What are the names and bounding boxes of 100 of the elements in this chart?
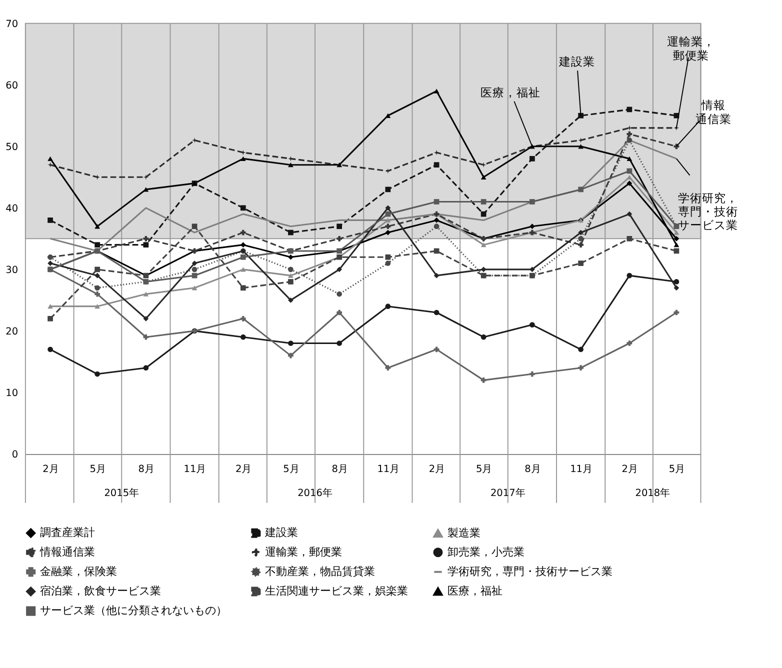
point [480,334,486,340]
point [48,218,53,223]
point [385,365,391,371]
x-tick-label: 11月 [377,464,400,476]
point [434,199,440,204]
point [143,242,149,248]
x-tick-label: 5月 [476,464,492,476]
point [626,180,632,186]
point [143,174,149,180]
point [288,266,294,272]
point [385,113,391,118]
point [578,260,584,266]
x2-tick-label: 2018年 [635,487,670,500]
y-tick-label: 60 [6,80,18,92]
point [626,272,632,278]
point [192,286,198,290]
point [94,174,100,180]
x-tick-label: 5月 [90,464,106,476]
point [530,371,535,377]
point [434,218,440,223]
point [385,168,391,174]
point [434,150,440,156]
point [336,224,342,230]
point [336,236,342,242]
y-tick-label: 40 [6,203,18,214]
point [626,106,632,112]
point [674,279,680,284]
point [530,199,535,204]
point [336,340,342,346]
legend-label: 医療，福祉 [447,584,502,598]
x2-tick-label: 2015年 [104,487,140,500]
point [94,224,100,229]
point [385,224,391,230]
point [336,291,342,297]
legend-label: 調査産業計 [40,526,96,540]
x-tick-label: 5月 [283,464,300,476]
point [434,346,440,352]
point [240,316,246,322]
point [578,236,584,242]
point [434,162,440,168]
point [336,310,342,316]
x-tick-label: 2月 [622,464,638,476]
legend-label: 不動産業，物品賃貸業 [265,564,376,578]
point [94,242,100,248]
x-tick-label: 11月 [570,464,593,476]
point [530,156,535,162]
point [94,285,100,291]
point [385,260,391,266]
legend-label: 学術研究，専門・技術サービス業 [447,564,612,578]
point [626,138,632,143]
point [480,211,486,217]
y-tick-label: 50 [6,142,18,153]
point [578,144,584,149]
point [385,205,391,211]
point [434,88,440,94]
point [480,174,486,180]
point [578,230,584,236]
x-tick-label: 8月 [138,464,155,476]
point [288,230,294,236]
point [530,322,535,328]
legend-label: 運輸業，郵便業 [265,545,342,558]
annotation: 情報通信業 [696,98,732,126]
point [143,236,149,242]
y-tick-label: 30 [6,264,18,276]
point [240,230,246,236]
point [674,242,680,248]
point [143,316,149,322]
x-tick-label: 8月 [524,464,541,476]
y-tick-label: 20 [6,326,18,338]
annotation: 医療，福祉 [480,85,541,100]
annotation: 運輸業，郵便業 [667,34,716,62]
point [143,365,149,371]
x-tick-label: 11月 [184,464,206,476]
point [626,168,632,174]
point [480,266,486,272]
point [578,186,584,192]
legend-label: 宿泊業，飲食サービス業 [40,584,162,598]
legend-label: 卸売業，小売業 [447,545,524,558]
point [434,272,440,278]
point [240,156,246,162]
point [94,291,100,297]
x2-tick-label: 2017年 [490,487,526,500]
legend-label: サービス業（他に分類されないもの） [40,604,228,618]
point [288,298,294,303]
point [240,205,246,211]
legend-label: 金融業，保険業 [40,564,118,578]
y-tick-label: 70 [6,18,18,30]
point [192,266,198,272]
point [674,230,680,235]
point [578,112,584,118]
point [240,254,246,260]
x2-tick-label: 2016年 [298,487,332,500]
point [240,334,246,340]
point [674,285,680,291]
x-tick-label: 2月 [42,464,59,476]
point [480,242,486,248]
x-tick-label: 5月 [668,464,686,476]
point [143,334,149,340]
y-tick-label: 10 [6,388,18,399]
point [240,150,246,156]
